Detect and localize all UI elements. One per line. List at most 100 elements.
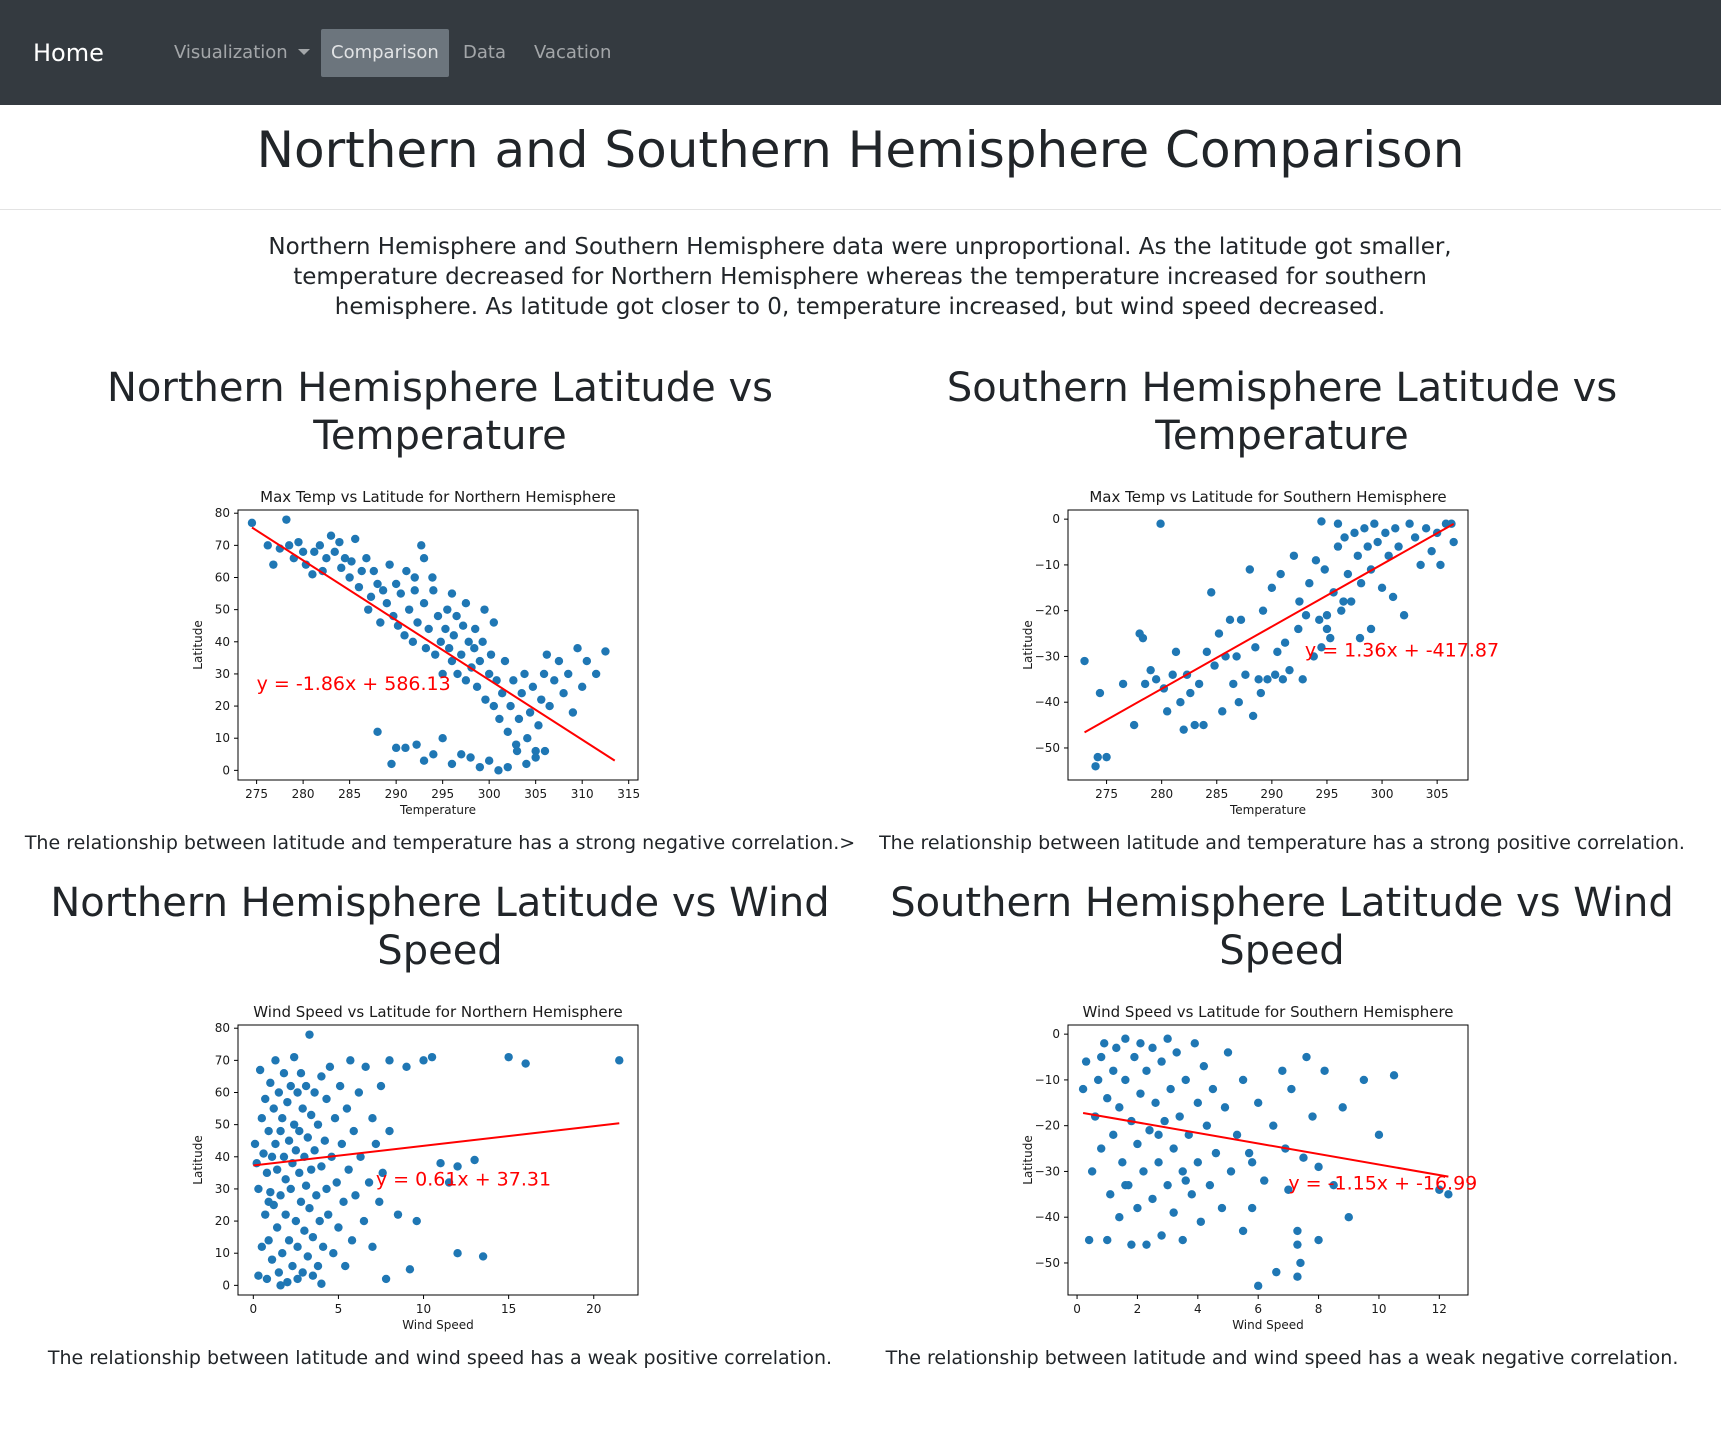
- scatter-point: [387, 759, 396, 769]
- scatter-point: [288, 1261, 297, 1271]
- scatter-point: [1427, 546, 1436, 556]
- scatter-point: [410, 573, 419, 582]
- y-tick-label: 60: [215, 1086, 230, 1100]
- scatter-point: [1156, 519, 1165, 528]
- scatter-point: [470, 1155, 479, 1165]
- page-title: Northern and Southern Hemisphere Compari…: [256, 121, 1465, 179]
- scatter-point: [1253, 1098, 1263, 1107]
- x-tick-label: 8: [1315, 1302, 1323, 1316]
- scatter-point: [305, 1030, 314, 1039]
- y-axis-label: Latitude: [1021, 1135, 1035, 1184]
- x-tick-label: 275: [1095, 787, 1118, 801]
- scatter-point: [1269, 1121, 1278, 1130]
- panel-caption-south-wind: The relationship between latitude and wi…: [885, 1347, 1679, 1369]
- scatter-point: [1138, 633, 1148, 643]
- scatter-point: [1256, 688, 1266, 698]
- scatter-point: [1320, 565, 1329, 574]
- scatter-point: [1315, 615, 1324, 625]
- scatter-point: [444, 1178, 454, 1187]
- y-tick-label: 50: [215, 603, 230, 617]
- scatter-point: [351, 1191, 360, 1200]
- scatter-point: [410, 586, 419, 595]
- scatter-point: [1338, 1103, 1347, 1112]
- scatter-point: [1154, 1158, 1163, 1167]
- y-tick-label: 0: [1052, 512, 1060, 526]
- scatter-point: [431, 650, 440, 659]
- x-tick-label: 280: [1150, 787, 1173, 801]
- scatter-point: [1405, 519, 1414, 528]
- scatter-point: [267, 1152, 277, 1161]
- scatter-point: [1127, 1240, 1136, 1249]
- scatter-point: [301, 1081, 311, 1091]
- scatter-point: [1118, 1158, 1127, 1167]
- scatter-point: [356, 1152, 365, 1161]
- scatter-point: [531, 746, 540, 756]
- scatter-point: [464, 637, 473, 646]
- scatter-point: [542, 650, 552, 659]
- x-tick-label: 285: [1205, 787, 1228, 801]
- nav-comparison-link[interactable]: Comparison: [321, 29, 449, 77]
- scatter-point: [1295, 597, 1304, 606]
- chart-title: Max Temp vs Latitude for Southern Hemisp…: [1089, 488, 1446, 506]
- scatter-point: [335, 537, 344, 547]
- scatter-point: [1296, 1258, 1305, 1268]
- scatter-point: [1232, 1130, 1242, 1140]
- nav-visualization-dropdown[interactable]: Visualization: [164, 29, 320, 77]
- regression-line: [253, 1122, 620, 1167]
- scatter-point: [537, 695, 546, 704]
- scatter-point: [1097, 1052, 1106, 1062]
- scatter-point: [310, 547, 319, 556]
- x-axis-label: Temperature: [399, 803, 476, 817]
- scatter-point: [489, 618, 499, 627]
- scatter-point: [1207, 588, 1216, 597]
- scatter-point: [489, 701, 499, 711]
- scatter-point: [1247, 1203, 1257, 1213]
- scatter-point: [1273, 647, 1282, 657]
- scatter-point: [1326, 633, 1335, 643]
- header-divider: [0, 209, 1721, 210]
- scatter-point: [283, 1097, 292, 1107]
- scatter-point: [1157, 1057, 1166, 1066]
- scatter-point: [1179, 725, 1188, 734]
- x-tick-label: 305: [1426, 787, 1449, 801]
- x-tick-label: 0: [1073, 1302, 1081, 1316]
- scatter-point: [289, 1052, 299, 1062]
- scatter-point: [276, 1126, 285, 1136]
- home-brand-link[interactable]: Home: [33, 39, 104, 67]
- scatter-point: [1305, 579, 1314, 588]
- scatter-point: [295, 1168, 304, 1178]
- scatter-point: [1285, 665, 1294, 675]
- scatter-point: [1154, 1130, 1163, 1140]
- scatter-point: [291, 1216, 301, 1226]
- scatter-point: [1258, 606, 1268, 615]
- scatter-point: [1093, 1075, 1103, 1085]
- nav-data-link[interactable]: Data: [463, 42, 506, 63]
- x-tick-label: 300: [478, 787, 501, 801]
- scatter-point: [1080, 656, 1089, 666]
- scatter-point: [559, 689, 568, 698]
- x-tick-label: 305: [524, 787, 547, 801]
- scatter-point: [1129, 720, 1139, 730]
- x-tick-label: 310: [571, 787, 594, 801]
- scatter-point: [1151, 1098, 1160, 1107]
- scatter-point: [346, 1056, 355, 1065]
- y-tick-label: 70: [215, 1053, 230, 1067]
- scatter-point: [301, 1181, 311, 1190]
- scatter-point: [1320, 1066, 1329, 1075]
- scatter-point: [478, 1252, 488, 1261]
- scatter-point: [475, 656, 485, 666]
- scatter-point: [1322, 624, 1332, 634]
- scatter-point: [1298, 675, 1307, 684]
- scatter-point: [1112, 1043, 1121, 1053]
- nav-vacation-link[interactable]: Vacation: [534, 42, 612, 63]
- scatter-point: [486, 650, 496, 659]
- scatter-point: [480, 605, 489, 614]
- scatter-point: [1238, 1075, 1248, 1085]
- scatter-point: [281, 1210, 290, 1219]
- scatter-point: [274, 1088, 284, 1097]
- scatter-point: [278, 1249, 287, 1258]
- y-tick-label: −10: [1035, 558, 1060, 572]
- scatter-point: [1187, 1190, 1196, 1199]
- scatter-point: [361, 1062, 370, 1071]
- scatter-point: [381, 1274, 391, 1284]
